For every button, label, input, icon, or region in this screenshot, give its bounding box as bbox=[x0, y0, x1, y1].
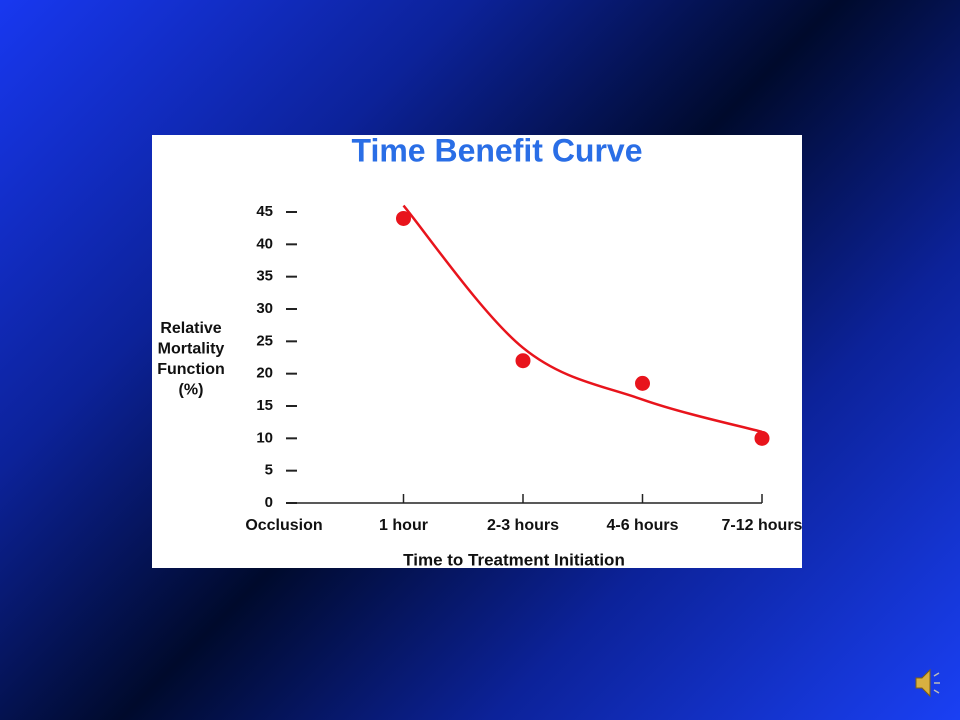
x-tick-label: Occlusion bbox=[245, 517, 322, 534]
y-axis-title: Mortality bbox=[158, 341, 225, 358]
y-tick-label: 20 bbox=[256, 365, 273, 382]
data-point bbox=[396, 210, 411, 226]
fit-curve bbox=[402, 204, 763, 434]
y-tick-label: 25 bbox=[256, 332, 273, 349]
x-tick-label: 2-3 hours bbox=[487, 517, 559, 534]
y-tick-label: 35 bbox=[256, 268, 273, 285]
y-tick-label: 5 bbox=[265, 462, 273, 479]
x-tick-label: 7-12 hours bbox=[722, 517, 803, 534]
chart-title: Time Benefit Curve bbox=[351, 132, 642, 168]
x-tick-label: 1 hour bbox=[379, 517, 428, 534]
y-tick-label: 30 bbox=[256, 300, 273, 317]
y-tick-label: 0 bbox=[265, 494, 273, 511]
y-axis-title: (%) bbox=[179, 382, 204, 399]
x-axis-title: Time to Treatment Initiation bbox=[403, 550, 625, 569]
data-point bbox=[515, 353, 531, 369]
y-tick-label: 45 bbox=[256, 203, 273, 220]
y-axis-title: Function bbox=[157, 361, 225, 378]
data-point bbox=[635, 375, 650, 391]
x-tick-label: 4-6 hours bbox=[606, 517, 678, 534]
chart-panel bbox=[152, 135, 802, 568]
data-point bbox=[754, 430, 770, 446]
y-tick-label: 15 bbox=[256, 397, 273, 414]
speaker-icon bbox=[915, 668, 940, 698]
y-axis-title: Relative bbox=[160, 320, 221, 337]
y-tick-label: 40 bbox=[256, 235, 273, 252]
y-tick-label: 10 bbox=[256, 429, 273, 446]
